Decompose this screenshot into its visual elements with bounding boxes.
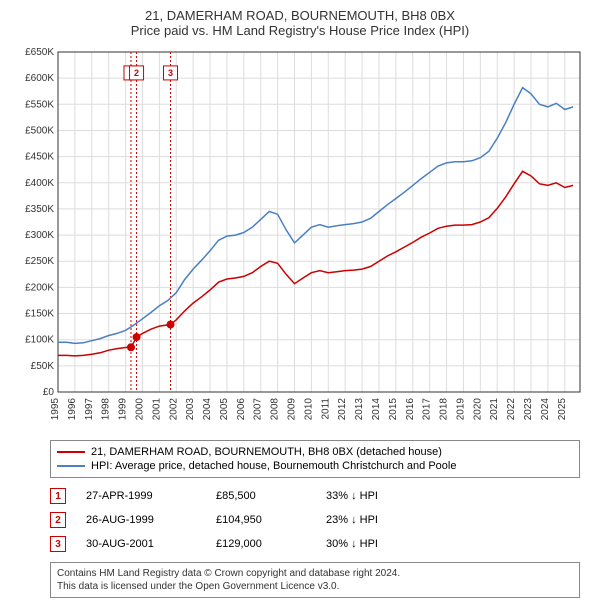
footer-line-2: This data is licensed under the Open Gov… <box>57 580 573 593</box>
chart: £0 £50K £100K £150K £200K £250K £300K £350K £400… <box>10 44 590 434</box>
svg-text:£100K: £100K <box>25 335 54 346</box>
marker-date: 26-AUG-1999 <box>86 514 196 526</box>
svg-text:1997: 1997 <box>84 398 95 421</box>
marker-number-box: 3 <box>50 536 66 552</box>
svg-text:2020: 2020 <box>472 398 483 421</box>
legend-label: 21, DAMERHAM ROAD, BOURNEMOUTH, BH8 0BX … <box>91 446 442 458</box>
svg-text:£150K: £150K <box>25 309 54 320</box>
marker-pct: 23% ↓ HPI <box>326 514 416 526</box>
title-line-1: 21, DAMERHAM ROAD, BOURNEMOUTH, BH8 0BX <box>10 8 590 23</box>
svg-text:£350K: £350K <box>25 204 54 215</box>
marker-price: £104,950 <box>216 514 306 526</box>
title-line-2: Price paid vs. HM Land Registry's House … <box>10 23 590 38</box>
marker-row: 1 27-APR-1999 £85,500 33% ↓ HPI <box>50 484 580 508</box>
svg-text:2011: 2011 <box>320 398 331 420</box>
chart-svg: £0 £50K £100K £150K £200K £250K £300K £350K £400… <box>10 44 590 434</box>
svg-text:2008: 2008 <box>270 398 281 421</box>
legend-label: HPI: Average price, detached house, Bour… <box>91 460 456 472</box>
marker-row: 2 26-AUG-1999 £104,950 23% ↓ HPI <box>50 508 580 532</box>
svg-text:2001: 2001 <box>151 398 162 421</box>
svg-text:£400K: £400K <box>25 178 54 189</box>
svg-text:£250K: £250K <box>25 256 54 267</box>
legend-swatch <box>57 465 85 467</box>
svg-text:2005: 2005 <box>219 398 230 421</box>
marker-price: £129,000 <box>216 538 306 550</box>
marker-date: 30-AUG-2001 <box>86 538 196 550</box>
marker-date: 27-APR-1999 <box>86 490 196 502</box>
svg-text:1999: 1999 <box>118 398 129 421</box>
marker-pct: 30% ↓ HPI <box>326 538 416 550</box>
svg-text:£500K: £500K <box>25 125 54 136</box>
svg-text:£50K: £50K <box>31 361 55 372</box>
svg-text:1995: 1995 <box>50 398 61 421</box>
svg-text:2025: 2025 <box>557 398 568 421</box>
svg-text:£200K: £200K <box>25 282 54 293</box>
svg-text:1998: 1998 <box>101 398 112 421</box>
svg-text:£450K: £450K <box>25 152 54 163</box>
svg-text:1996: 1996 <box>67 398 78 421</box>
svg-text:£650K: £650K <box>25 47 54 58</box>
svg-text:2004: 2004 <box>202 398 213 421</box>
svg-text:3: 3 <box>168 68 173 78</box>
svg-text:£600K: £600K <box>25 73 54 84</box>
legend-row: HPI: Average price, detached house, Bour… <box>57 459 573 473</box>
marker-pct: 33% ↓ HPI <box>326 490 416 502</box>
marker-number-box: 2 <box>50 512 66 528</box>
svg-text:2016: 2016 <box>405 398 416 421</box>
footer-line-1: Contains HM Land Registry data © Crown c… <box>57 567 573 580</box>
title-block: 21, DAMERHAM ROAD, BOURNEMOUTH, BH8 0BX … <box>10 8 590 38</box>
svg-text:£300K: £300K <box>25 230 54 241</box>
marker-number-box: 1 <box>50 488 66 504</box>
legend-swatch <box>57 451 85 453</box>
svg-text:£550K: £550K <box>25 99 54 110</box>
svg-text:2022: 2022 <box>506 398 517 421</box>
svg-text:2000: 2000 <box>134 398 145 421</box>
svg-text:2018: 2018 <box>439 398 450 421</box>
svg-text:2: 2 <box>134 68 139 78</box>
marker-price: £85,500 <box>216 490 306 502</box>
svg-text:2003: 2003 <box>185 398 196 421</box>
svg-text:2015: 2015 <box>388 398 399 421</box>
legend-row: 21, DAMERHAM ROAD, BOURNEMOUTH, BH8 0BX … <box>57 445 573 459</box>
svg-text:2012: 2012 <box>337 398 348 421</box>
svg-text:2013: 2013 <box>354 398 365 421</box>
svg-text:2002: 2002 <box>168 398 179 421</box>
legend: 21, DAMERHAM ROAD, BOURNEMOUTH, BH8 0BX … <box>50 440 580 478</box>
svg-text:2019: 2019 <box>455 398 466 421</box>
svg-text:2021: 2021 <box>489 398 500 421</box>
footer: Contains HM Land Registry data © Crown c… <box>50 562 580 598</box>
svg-text:2017: 2017 <box>422 398 433 421</box>
svg-text:2006: 2006 <box>236 398 247 421</box>
svg-text:2009: 2009 <box>287 398 298 421</box>
svg-text:2024: 2024 <box>540 398 551 421</box>
svg-text:£0: £0 <box>43 387 55 398</box>
svg-text:2014: 2014 <box>371 398 382 421</box>
marker-row: 3 30-AUG-2001 £129,000 30% ↓ HPI <box>50 532 580 556</box>
svg-text:2010: 2010 <box>303 398 314 421</box>
svg-text:2007: 2007 <box>253 398 264 421</box>
svg-text:2023: 2023 <box>523 398 534 421</box>
marker-table: 1 27-APR-1999 £85,500 33% ↓ HPI 2 26-AUG-1999… <box>50 484 580 556</box>
page-container: 21, DAMERHAM ROAD, BOURNEMOUTH, BH8 0BX … <box>0 0 600 606</box>
